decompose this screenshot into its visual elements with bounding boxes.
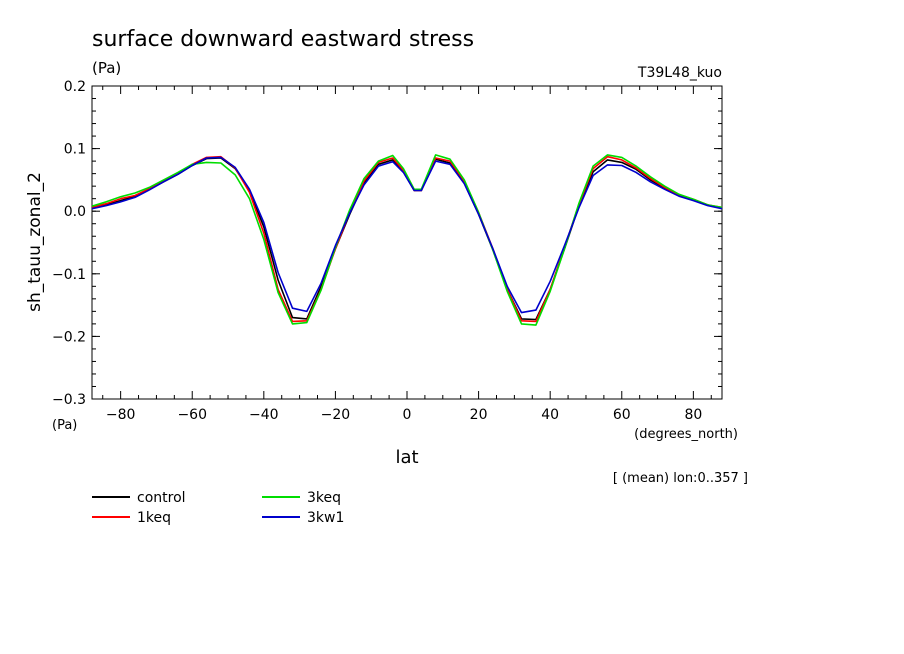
- y-tick-label: 0.2: [64, 79, 86, 95]
- x-tick-label: −60: [177, 407, 207, 423]
- y-tick-label: −0.1: [52, 267, 86, 283]
- series-line-3keq: [91, 154, 723, 326]
- y-tick-label: 0.1: [64, 142, 86, 158]
- x-axis-label: lat: [395, 447, 418, 468]
- x-tick-label: 80: [684, 407, 702, 423]
- series-line-1keq: [91, 155, 723, 323]
- x-tick-label: −20: [321, 407, 351, 423]
- chart-title: surface downward eastward stress: [92, 27, 474, 52]
- legend-label-1keq: 1keq: [137, 510, 171, 526]
- x-unit-label: (degrees_north): [634, 427, 738, 442]
- x-tick-label: 60: [613, 407, 631, 423]
- y-axis-label: sh_tauu_zonal_2: [25, 172, 45, 312]
- x-tick-label: 0: [403, 407, 412, 423]
- legend-label-3kw1: 3kw1: [307, 510, 344, 526]
- y-tick-label: −0.3: [52, 392, 86, 408]
- y-tick-label: 0.0: [64, 204, 86, 220]
- y-tick-label: −0.2: [52, 329, 86, 345]
- legend-label-3keq: 3keq: [307, 490, 341, 506]
- x-tick-label: 20: [470, 407, 488, 423]
- x-axis-ticks: −80 −60 −40 −20 0 20 40 60 80: [102, 86, 712, 423]
- legend-label-control: control: [137, 490, 186, 506]
- x-tick-label: 40: [541, 407, 559, 423]
- plot-frame: [91, 85, 723, 400]
- run-label: T39L48_kuo: [637, 65, 722, 81]
- series-line-control: [91, 157, 723, 321]
- x-tick-label: −80: [106, 407, 136, 423]
- y-unit-label: (Pa): [92, 59, 121, 77]
- x-tick-label: −40: [249, 407, 279, 423]
- footnote: [ (mean) lon:0..357 ]: [613, 471, 748, 486]
- legend: control 1keq 3keq 3kw1: [92, 490, 344, 526]
- y-axis-ticks: −0.3 −0.2 −0.1 0.0 0.1 0.2: [52, 79, 722, 408]
- series-lines: [91, 154, 723, 326]
- series-line-3kw1: [91, 156, 723, 314]
- y-unit-bottom-label: (Pa): [52, 418, 77, 433]
- plot-area: −0.3 −0.2 −0.1 0.0 0.1 0.2 −80 −60 −40 −20 0 20 40 6…: [52, 79, 723, 423]
